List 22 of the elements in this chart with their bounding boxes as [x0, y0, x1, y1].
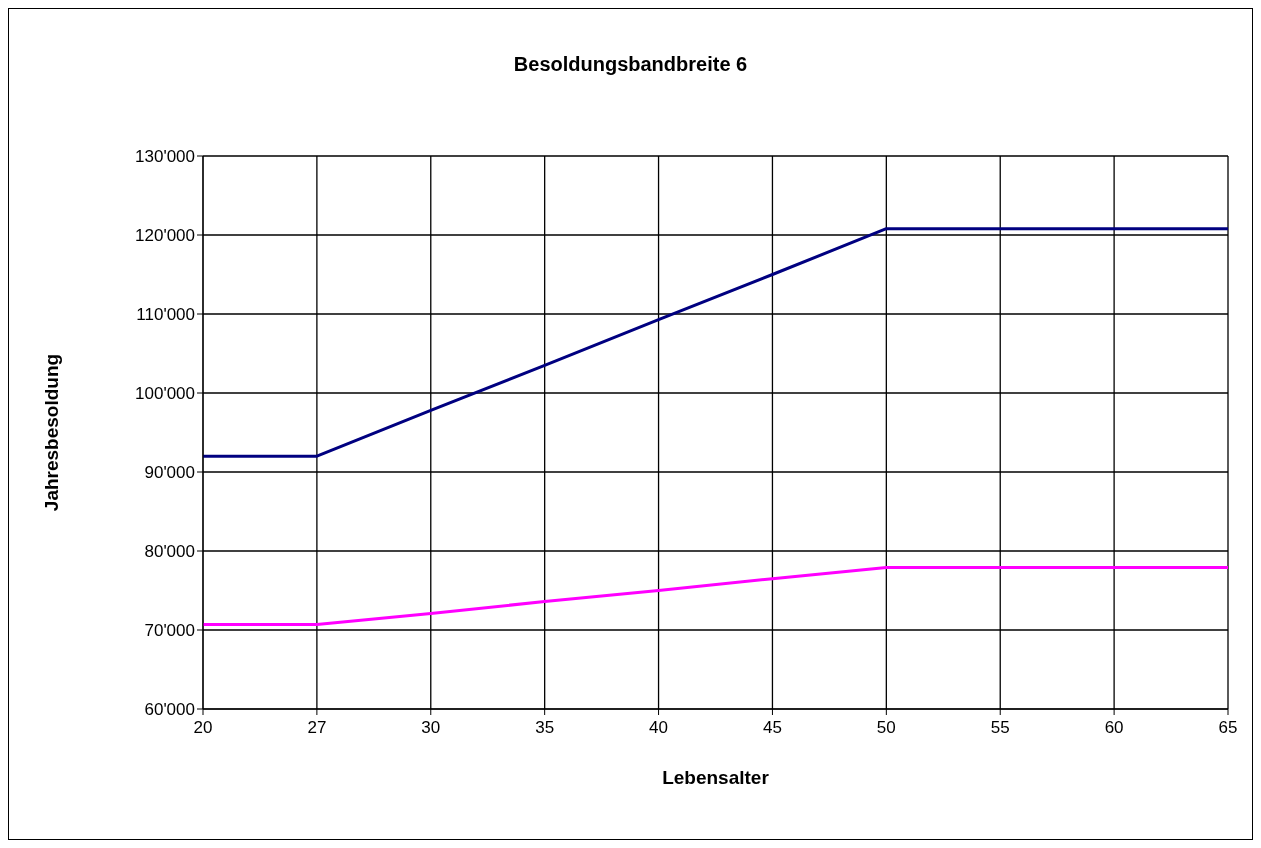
y-tick-label: 60'000	[144, 700, 195, 720]
y-tick-label: 110'000	[136, 305, 195, 325]
chart-title: Besoldungsbandbreite 6	[512, 53, 749, 76]
x-tick-label: 50	[876, 718, 896, 738]
y-axis-title: Jahresbesoldung	[40, 353, 62, 512]
y-tick-label: 130'000	[135, 147, 195, 167]
y-tick-label: 100'000	[135, 384, 195, 404]
x-tick-label: 30	[421, 718, 441, 738]
y-tick-label: 120'000	[135, 226, 195, 246]
x-tick-label: 65	[1218, 718, 1238, 738]
line-series	[203, 566, 1228, 626]
x-tick-label: 35	[535, 718, 555, 738]
x-tick-label: 40	[649, 718, 669, 738]
x-tick-label: 45	[762, 718, 782, 738]
y-tick-label: 80'000	[144, 542, 195, 562]
x-tick-label: 27	[307, 718, 327, 738]
y-tick-label: 90'000	[144, 463, 195, 483]
x-axis-title: Lebensalter	[662, 767, 770, 789]
x-tick-label: 55	[990, 718, 1010, 738]
x-tick-label: 20	[193, 718, 213, 738]
y-tick-label: 70'000	[144, 621, 195, 641]
x-tick-label: 60	[1104, 718, 1124, 738]
